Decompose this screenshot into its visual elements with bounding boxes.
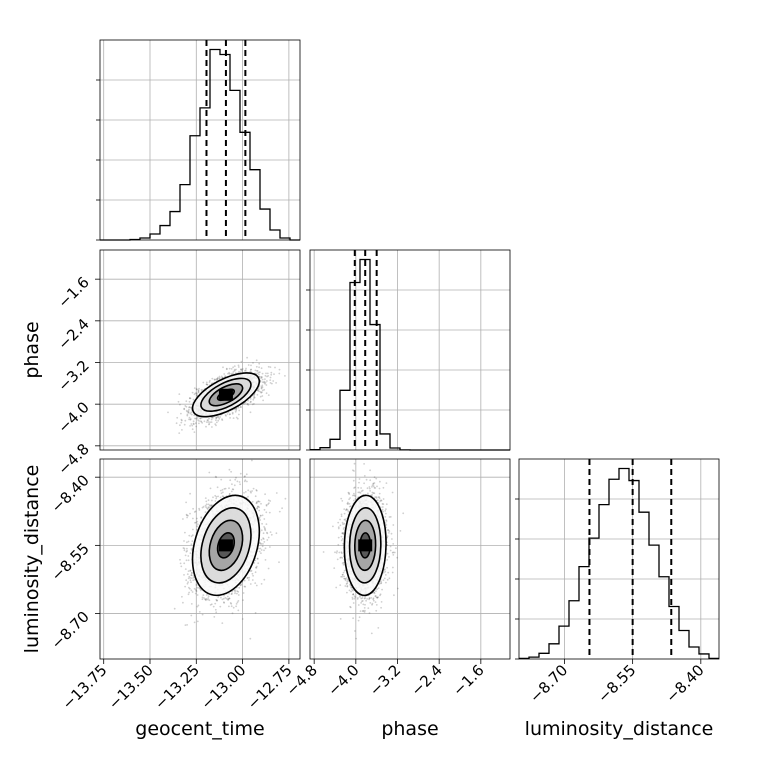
- contour-geocent_time-luminosity_distance-3: [216, 532, 236, 559]
- y-tick-label-phase-1: −4.0: [54, 398, 92, 436]
- grid-phase: [310, 250, 510, 450]
- x-tick-label-geocent_time-1: −13.50: [105, 661, 157, 713]
- x-tick-label-phase-4: −1.6: [449, 661, 487, 699]
- x-axis-label-geocent_time: geocent_time: [135, 718, 264, 740]
- contour-phase-luminosity_distance-2: [353, 519, 377, 572]
- contour-phase-luminosity_distance-1: [348, 507, 382, 584]
- y-tick-label-phase-3: −2.4: [54, 315, 92, 353]
- x-tick-label-geocent_time-2: −13.25: [151, 661, 203, 713]
- density-peak-phase-luminosity_distance: [358, 539, 373, 552]
- contour-phase-luminosity_distance-0: [343, 494, 387, 597]
- x-tick-label-geocent_time-3: −13.00: [197, 661, 249, 713]
- x-tick-label-geocent_time-0: −13.75: [59, 661, 111, 713]
- contour-geocent_time-luminosity_distance-2: [208, 519, 244, 572]
- x-tick-label-phase-3: −2.4: [408, 661, 446, 699]
- frame-phase-luminosity_distance: [309, 458, 511, 660]
- y-axis-label-luminosity_distance: luminosity_distance: [21, 465, 43, 654]
- contour-geocent_time-luminosity_distance-0: [191, 494, 261, 597]
- x-tick-label-phase-2: −3.2: [366, 661, 404, 699]
- x-tick-label-luminosity_distance-0: −8.70: [526, 661, 571, 706]
- grid-geocent_time-phase: [100, 250, 300, 450]
- x-axis-label-phase: phase: [381, 718, 438, 740]
- y-tick-label-luminosity_distance-0: −8.70: [48, 608, 93, 653]
- y-tick-label-luminosity_distance-1: −8.55: [48, 539, 93, 584]
- grid-phase-luminosity_distance: [310, 459, 510, 659]
- panel-phase-vs-luminosity_distance: [309, 458, 511, 660]
- frame-luminosity_distance: [518, 458, 720, 660]
- y-axis-label-phase: phase: [21, 321, 43, 378]
- x-tick-label-luminosity_distance-2: −8.40: [662, 661, 707, 706]
- histogram-geocent_time: [100, 48, 300, 241]
- frame-geocent_time: [99, 39, 301, 241]
- contour-geocent_time-phase-0: [191, 372, 261, 418]
- panel-geocent_time-vs-luminosity_distance: [99, 458, 301, 660]
- contour-geocent_time-luminosity_distance-1: [200, 507, 252, 584]
- grid-luminosity_distance: [519, 459, 719, 659]
- y-tick-label-phase-0: −4.8: [54, 440, 92, 478]
- frame-geocent_time-phase: [99, 249, 301, 451]
- histogram-phase: [310, 258, 510, 451]
- contour-geocent_time-phase-2: [208, 383, 244, 407]
- density-peak-geocent_time-luminosity_distance: [218, 539, 233, 552]
- y-tick-label-phase-2: −3.2: [54, 357, 92, 395]
- hist-panel-geocent_time: [96, 39, 301, 241]
- contour-phase-luminosity_distance-3: [359, 532, 372, 559]
- contour-geocent_time-phase-3: [216, 388, 236, 402]
- x-axis-label-luminosity_distance: luminosity_distance: [525, 718, 714, 740]
- frame-geocent_time-luminosity_distance: [99, 458, 301, 660]
- x-tick-label-phase-1: −4.0: [324, 661, 362, 699]
- hist-panel-luminosity_distance: [515, 458, 720, 660]
- hist-panel-phase: [306, 249, 511, 451]
- histogram-luminosity_distance: [519, 467, 719, 660]
- y-tick-label-luminosity_distance-2: −8.40: [48, 471, 93, 516]
- frame-phase: [309, 249, 511, 451]
- x-tick-label-luminosity_distance-1: −8.55: [594, 661, 639, 706]
- contour-geocent_time-phase-1: [200, 377, 252, 412]
- grid-geocent_time: [100, 40, 300, 240]
- y-tick-label-phase-4: −1.6: [54, 273, 92, 311]
- panel-geocent_time-vs-phase: [99, 249, 301, 451]
